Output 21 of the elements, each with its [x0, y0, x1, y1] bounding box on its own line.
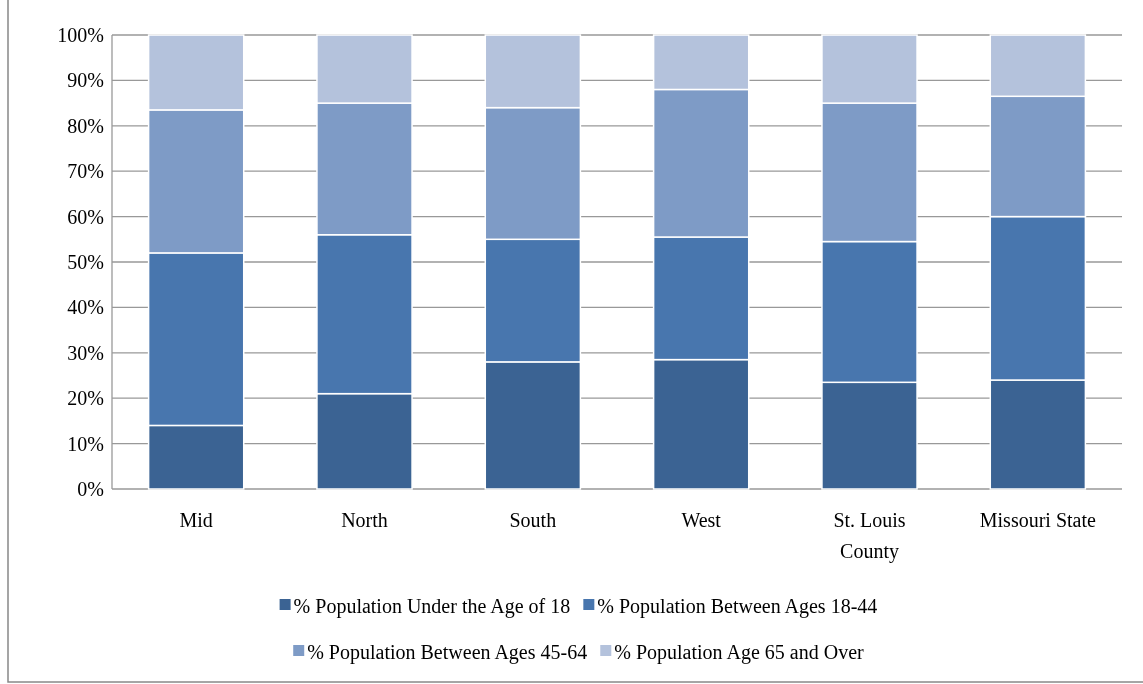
y-tick-label: 10%: [67, 432, 104, 455]
y-tick-label: 20%: [67, 387, 104, 410]
x-tick-label: St. Louis County: [833, 509, 906, 563]
x-tick-label: West: [681, 509, 722, 531]
y-tick-label: 90%: [67, 69, 104, 92]
y-tick-label: 30%: [67, 341, 104, 364]
x-tick-label: North: [341, 509, 388, 531]
x-tick-label: Mid: [179, 509, 213, 531]
y-tick-label: 70%: [67, 160, 104, 183]
y-tick-label: 50%: [67, 251, 104, 273]
legend-label: % Population Between Ages 18-44: [597, 595, 878, 618]
x-tick-label: Missouri State: [979, 509, 1097, 531]
legend-label: % Population Under the Age of 18: [293, 595, 571, 618]
y-tick-label: 80%: [67, 114, 104, 137]
y-tick-label: 0%: [77, 478, 104, 500]
y-tick-label: 100%: [57, 24, 104, 46]
x-tick-label: South: [509, 509, 557, 531]
y-tick-label: 60%: [67, 205, 104, 228]
legend-label: % Population Between Ages 45-64: [307, 641, 588, 664]
legend-label: % Population Age 65 and Over: [614, 641, 865, 664]
y-tick-label: 40%: [67, 296, 104, 319]
